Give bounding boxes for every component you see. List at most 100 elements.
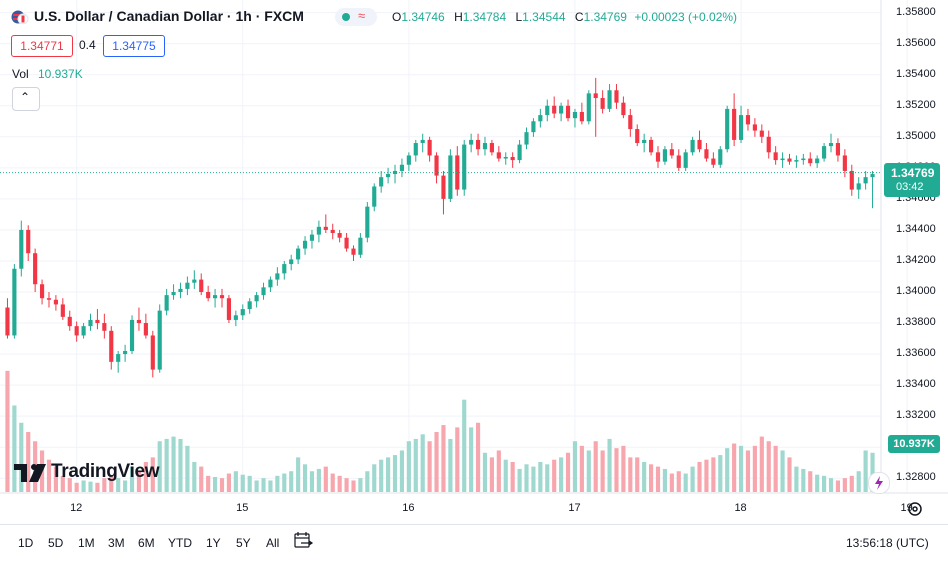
candle — [732, 93, 737, 147]
candle-body — [185, 282, 190, 289]
ohlc-low-value: 1.34544 — [522, 10, 566, 24]
candle-body — [240, 309, 245, 316]
range-button-1m[interactable]: 1M — [78, 536, 95, 550]
lightning-icon[interactable] — [868, 472, 890, 494]
candle-body — [379, 177, 384, 187]
range-button-3m[interactable]: 3M — [108, 536, 125, 550]
candle — [469, 133, 474, 153]
volume-bar — [628, 457, 633, 492]
gear-icon[interactable] — [906, 500, 924, 518]
volume-bar — [642, 462, 647, 492]
date-range-icon[interactable] — [292, 531, 314, 551]
range-button-6m[interactable]: 6M — [138, 536, 155, 550]
candle-body — [697, 139, 702, 150]
volume-bar — [192, 462, 197, 492]
candle — [697, 130, 702, 153]
volume-bar — [579, 445, 584, 492]
candle-body — [482, 143, 488, 150]
range-button-5y[interactable]: 5Y — [236, 536, 251, 550]
volume-bar — [455, 427, 460, 492]
volume-bar — [531, 466, 536, 492]
volume-bar — [462, 399, 467, 492]
volume-bar — [74, 482, 79, 492]
candle — [572, 108, 578, 128]
candle — [517, 139, 522, 164]
volume-bar — [704, 459, 709, 492]
candle — [185, 276, 190, 296]
candle — [199, 273, 204, 296]
volume-bar — [718, 455, 723, 492]
candle-body — [863, 177, 868, 184]
price-axis-label: 1.34400 — [896, 222, 936, 235]
range-button-1y[interactable]: 1Y — [206, 536, 221, 550]
candle — [718, 146, 723, 168]
volume-bar — [766, 441, 771, 492]
candle-body — [628, 115, 633, 130]
candle-body — [88, 319, 93, 327]
candle-body — [420, 139, 425, 144]
volume-legend-label[interactable]: Vol — [12, 67, 29, 81]
price-axis-label: 1.33200 — [896, 409, 936, 422]
candle-body — [524, 132, 529, 145]
candle — [219, 288, 225, 308]
candle — [420, 133, 425, 153]
candle — [524, 127, 529, 150]
candle-body — [33, 253, 38, 285]
candle-body — [794, 160, 799, 162]
candle — [863, 170, 868, 190]
volume-bar — [199, 466, 204, 492]
volume-bar — [358, 478, 363, 492]
volume-bar — [773, 445, 778, 492]
range-button-5d[interactable]: 5D — [48, 536, 64, 550]
volume-bar — [268, 480, 273, 492]
candle-body — [870, 174, 875, 178]
candle — [441, 170, 446, 215]
range-button-1d[interactable]: 1D — [18, 536, 34, 550]
ohlc-open-value: 1.34746 — [401, 10, 445, 24]
collapse-legend-button[interactable]: ⌃ — [12, 87, 40, 111]
candle-body — [759, 130, 764, 137]
sell-button[interactable]: 1.34771 — [11, 35, 73, 57]
candle-body — [822, 146, 827, 159]
candle — [67, 310, 72, 331]
candle-body — [53, 299, 58, 305]
candle — [392, 164, 398, 184]
candle — [434, 152, 439, 184]
candle-body — [738, 115, 744, 140]
tradingview-logo-text[interactable]: TradingView — [51, 461, 160, 482]
candle-body — [462, 144, 467, 190]
candle-body — [773, 152, 778, 161]
volume-bar — [503, 459, 508, 492]
volume-bar — [649, 464, 654, 492]
volume-bar — [275, 475, 280, 492]
ohlc-close-label: C — [574, 10, 584, 24]
candle-body — [109, 330, 114, 362]
market-status-pill[interactable] — [335, 8, 377, 26]
tradingview-logo-icon[interactable] — [14, 462, 48, 484]
range-button-ytd[interactable]: YTD — [168, 536, 192, 550]
volume-legend-value: 10.937K — [38, 67, 83, 81]
current-price-value: 1.34769 — [891, 166, 935, 180]
buy-button[interactable]: 1.34775 — [103, 35, 165, 57]
symbol-title[interactable]: U.S. Dollar / Canadian Dollar · 1h · FXC… — [34, 8, 304, 24]
volume-bar — [828, 478, 834, 492]
candle — [226, 295, 231, 324]
candle — [704, 143, 709, 162]
volume-bar — [406, 441, 411, 492]
candle — [53, 295, 58, 311]
candle-body — [711, 158, 716, 165]
candle-body — [413, 143, 418, 156]
volume-bar — [282, 473, 287, 492]
candle — [579, 102, 584, 125]
utc-clock[interactable]: 13:56:18 (UTC) — [846, 536, 929, 550]
candle — [129, 315, 135, 355]
candle — [496, 146, 501, 162]
candle-body — [545, 105, 550, 116]
volume-bar — [621, 445, 626, 492]
candle-body — [607, 90, 612, 109]
candle — [759, 124, 764, 144]
candle-body — [559, 105, 564, 114]
range-button-all[interactable]: All — [266, 536, 280, 550]
candle-body — [233, 315, 238, 320]
